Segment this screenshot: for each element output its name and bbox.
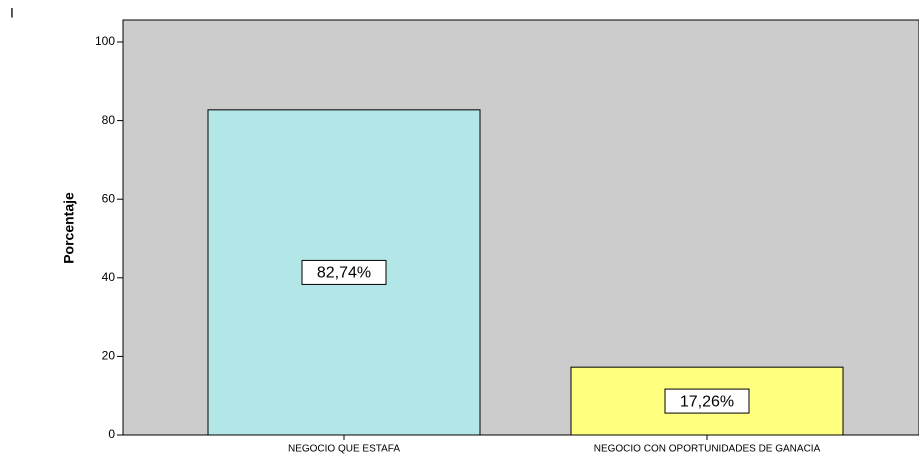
- y-axis-label: Porcentaje: [61, 192, 77, 264]
- value-label: 82,74%: [317, 265, 371, 282]
- y-tick-label: 40: [102, 270, 116, 284]
- y-tick-label: 100: [95, 34, 115, 48]
- y-tick-label: 80: [102, 113, 116, 127]
- x-tick-label: NEGOCIO CON OPORTUNIDADES DE GANACIA: [594, 444, 821, 455]
- y-tick-label: 60: [102, 191, 116, 205]
- value-label: 17,26%: [680, 393, 734, 410]
- value-label-box: [301, 259, 387, 285]
- corner-text: I: [10, 5, 14, 21]
- bar: [570, 366, 844, 436]
- x-tick-label: NEGOCIO QUE ESTAFA: [288, 444, 400, 455]
- value-label-box: [664, 388, 750, 414]
- y-tick-label: 20: [102, 349, 116, 363]
- y-tick-label: 0: [108, 427, 115, 441]
